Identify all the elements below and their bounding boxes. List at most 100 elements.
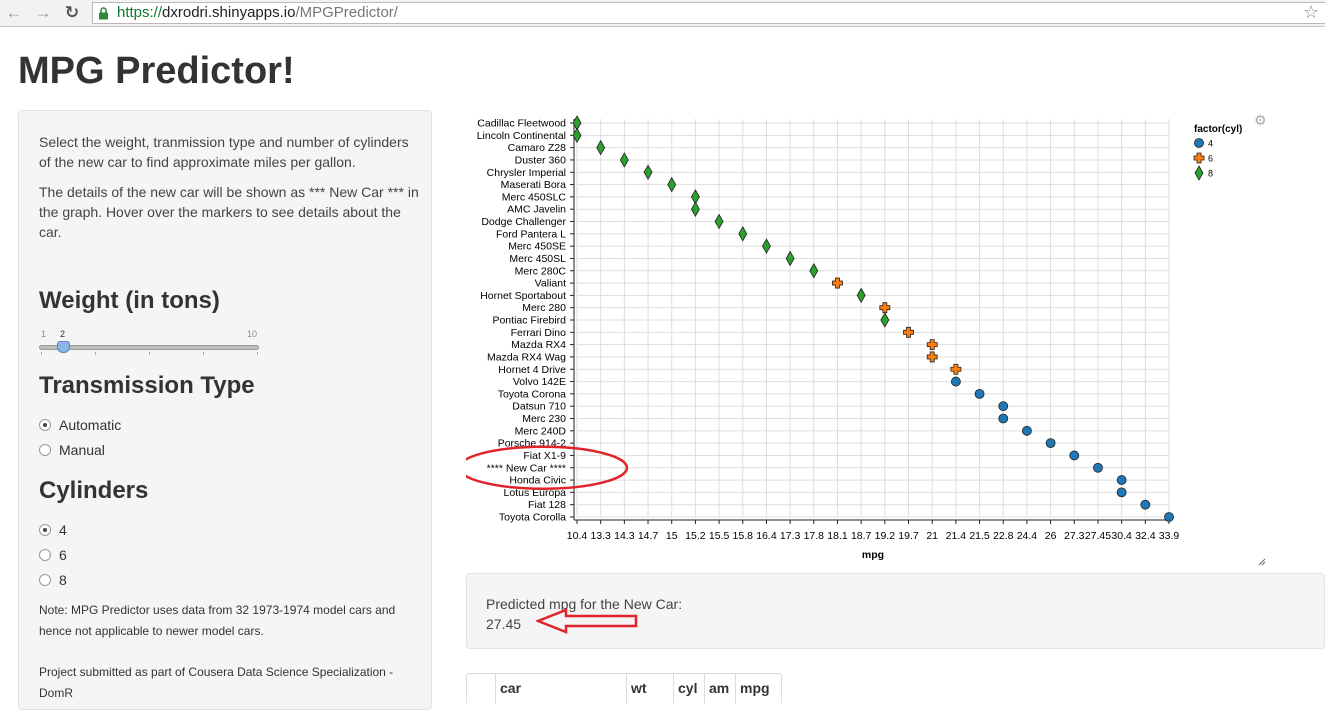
weight-heading: Weight (in tons)	[39, 287, 220, 314]
radio-button[interactable]	[39, 419, 51, 431]
data-point-cyl-4	[998, 401, 1009, 412]
data-point-cyl-8	[667, 176, 677, 193]
y-tick-label: Lincoln Continental	[477, 130, 566, 142]
radio-button[interactable]	[39, 444, 51, 456]
radio-label: Manual	[59, 442, 105, 458]
x-tick-label: 14.7	[638, 530, 659, 542]
radio-button[interactable]	[39, 549, 51, 561]
data-point-cyl-8	[880, 312, 890, 328]
data-point-cyl-6	[950, 363, 962, 375]
data-point-cyl-8	[785, 250, 795, 267]
forward-arrow-icon[interactable]: →	[34, 3, 52, 22]
prediction-label: Predicted mpg for the New Car:	[486, 596, 683, 612]
weight-slider[interactable]: 1 2 10	[39, 329, 261, 355]
y-tick-label: Honda Civic	[509, 475, 566, 487]
radio-label: 6	[59, 547, 67, 563]
x-tick-label: 24.4	[1017, 530, 1038, 542]
data-point-cyl-4	[1116, 487, 1127, 498]
table-header-mpg[interactable]: mpg	[735, 674, 782, 704]
x-tick-label: 21.5	[969, 530, 990, 542]
data-point-cyl-6	[926, 339, 938, 351]
prediction-panel: Predicted mpg for the New Car: 27.45	[466, 573, 1325, 649]
slider-handle[interactable]	[57, 341, 70, 353]
table-header-index	[467, 674, 495, 704]
x-tick-label: 27.3	[1064, 530, 1085, 542]
y-tick-label: Fiat 128	[528, 499, 566, 511]
radio-label: 8	[59, 572, 67, 588]
url-text: https://dxrodri.shinyapps.io/MPGPredicto…	[117, 4, 398, 21]
table-header-wt[interactable]: wt	[626, 674, 673, 704]
legend-marker	[1193, 152, 1205, 164]
radio-button[interactable]	[39, 524, 51, 536]
table-header-car[interactable]: car	[495, 674, 626, 704]
annotation-ellipse	[466, 445, 629, 490]
y-tick-label: Merc 280C	[515, 265, 567, 277]
lock-icon	[99, 7, 108, 20]
x-tick-label: 21.4	[946, 530, 967, 542]
reload-icon[interactable]: ↻	[64, 3, 80, 22]
table-header-cyl[interactable]: cyl	[673, 674, 704, 704]
legend-entry: 6	[1208, 154, 1213, 164]
data-point-cyl-4	[950, 376, 961, 387]
address-bar[interactable]: https://dxrodri.shinyapps.io/MPGPredicto…	[92, 2, 1325, 24]
y-tick-label: Ford Pantera L	[496, 228, 566, 240]
data-point-cyl-8	[690, 201, 700, 217]
page-title: MPG Predictor!	[18, 50, 295, 92]
y-tick-label: Datsun 710	[512, 401, 566, 413]
mpg-chart: Cadillac Fleetwood Lincoln Continental Cam…	[466, 108, 1296, 573]
radio-label: 4	[59, 522, 67, 538]
data-point-cyl-4	[1093, 462, 1103, 473]
x-tick-label: 13.3	[590, 530, 611, 542]
slider-value-label: 2	[60, 329, 66, 339]
slider-max-label: 10	[247, 329, 258, 339]
y-tick-label: Cadillac Fleetwood	[477, 118, 566, 130]
data-point-cyl-8	[714, 213, 724, 230]
slider-tick	[95, 352, 96, 355]
transmission-heading: Transmission Type	[39, 372, 255, 399]
table-header-am[interactable]: am	[704, 674, 735, 704]
y-tick-label: Dodge Challenger	[481, 216, 566, 228]
y-tick-label: **** New Car ****	[487, 462, 566, 474]
data-point-cyl-6	[832, 277, 843, 289]
y-tick-label: AMC Javelin	[507, 204, 566, 216]
radio-label: Automatic	[59, 417, 122, 433]
y-tick-label: Fiat X1-9	[523, 450, 566, 462]
slider-track[interactable]	[39, 345, 259, 350]
y-tick-label: Toyota Corona	[498, 388, 566, 400]
x-tick-label: 16.4	[756, 530, 777, 542]
bookmark-star-icon[interactable]: ☆	[1303, 2, 1320, 22]
y-tick-label: Pontiac Firebird	[492, 315, 566, 327]
data-point-cyl-8	[761, 238, 771, 254]
y-tick-label: Merc 230	[522, 413, 566, 425]
y-tick-label: Duster 360	[515, 154, 567, 166]
x-tick-label: 10.4	[567, 530, 588, 542]
x-tick-label: 15	[666, 530, 678, 542]
gear-icon[interactable]: ⚙	[1254, 112, 1267, 128]
y-tick-label: Merc 450SE	[508, 241, 566, 253]
data-point-cyl-8	[572, 127, 582, 144]
x-tick-label: 18.7	[851, 530, 872, 542]
x-tick-label: 32.4	[1135, 530, 1156, 542]
y-tick-label: Ferrari Dino	[511, 327, 567, 339]
data-point-cyl-8	[809, 262, 819, 279]
slider-min-label: 1	[41, 329, 47, 339]
project-note: Project submitted as part of Cousera Dat…	[39, 665, 394, 700]
x-tick-label: 21	[926, 530, 938, 542]
data-note: Note: MPG Predictor uses data from 32 19…	[39, 603, 396, 638]
x-tick-label: 18.1	[827, 530, 848, 542]
y-tick-label: Mazda RX4 Wag	[487, 351, 566, 363]
cylinders-heading: Cylinders	[39, 477, 149, 504]
slider-tick	[149, 352, 150, 355]
y-tick-label: Hornet Sportabout	[480, 290, 566, 302]
y-tick-label: Merc 280	[522, 302, 566, 314]
x-tick-label: 15.5	[709, 530, 730, 542]
data-point-cyl-6	[903, 326, 914, 338]
radio-button[interactable]	[39, 574, 51, 586]
annotation-arrow-icon	[536, 608, 638, 634]
data-point-cyl-8	[643, 164, 653, 181]
back-arrow-icon[interactable]: ←	[5, 3, 23, 22]
x-tick-label: 19.7	[898, 530, 919, 542]
data-point-cyl-4	[998, 413, 1009, 424]
y-tick-label: Toyota Corolla	[499, 512, 566, 524]
